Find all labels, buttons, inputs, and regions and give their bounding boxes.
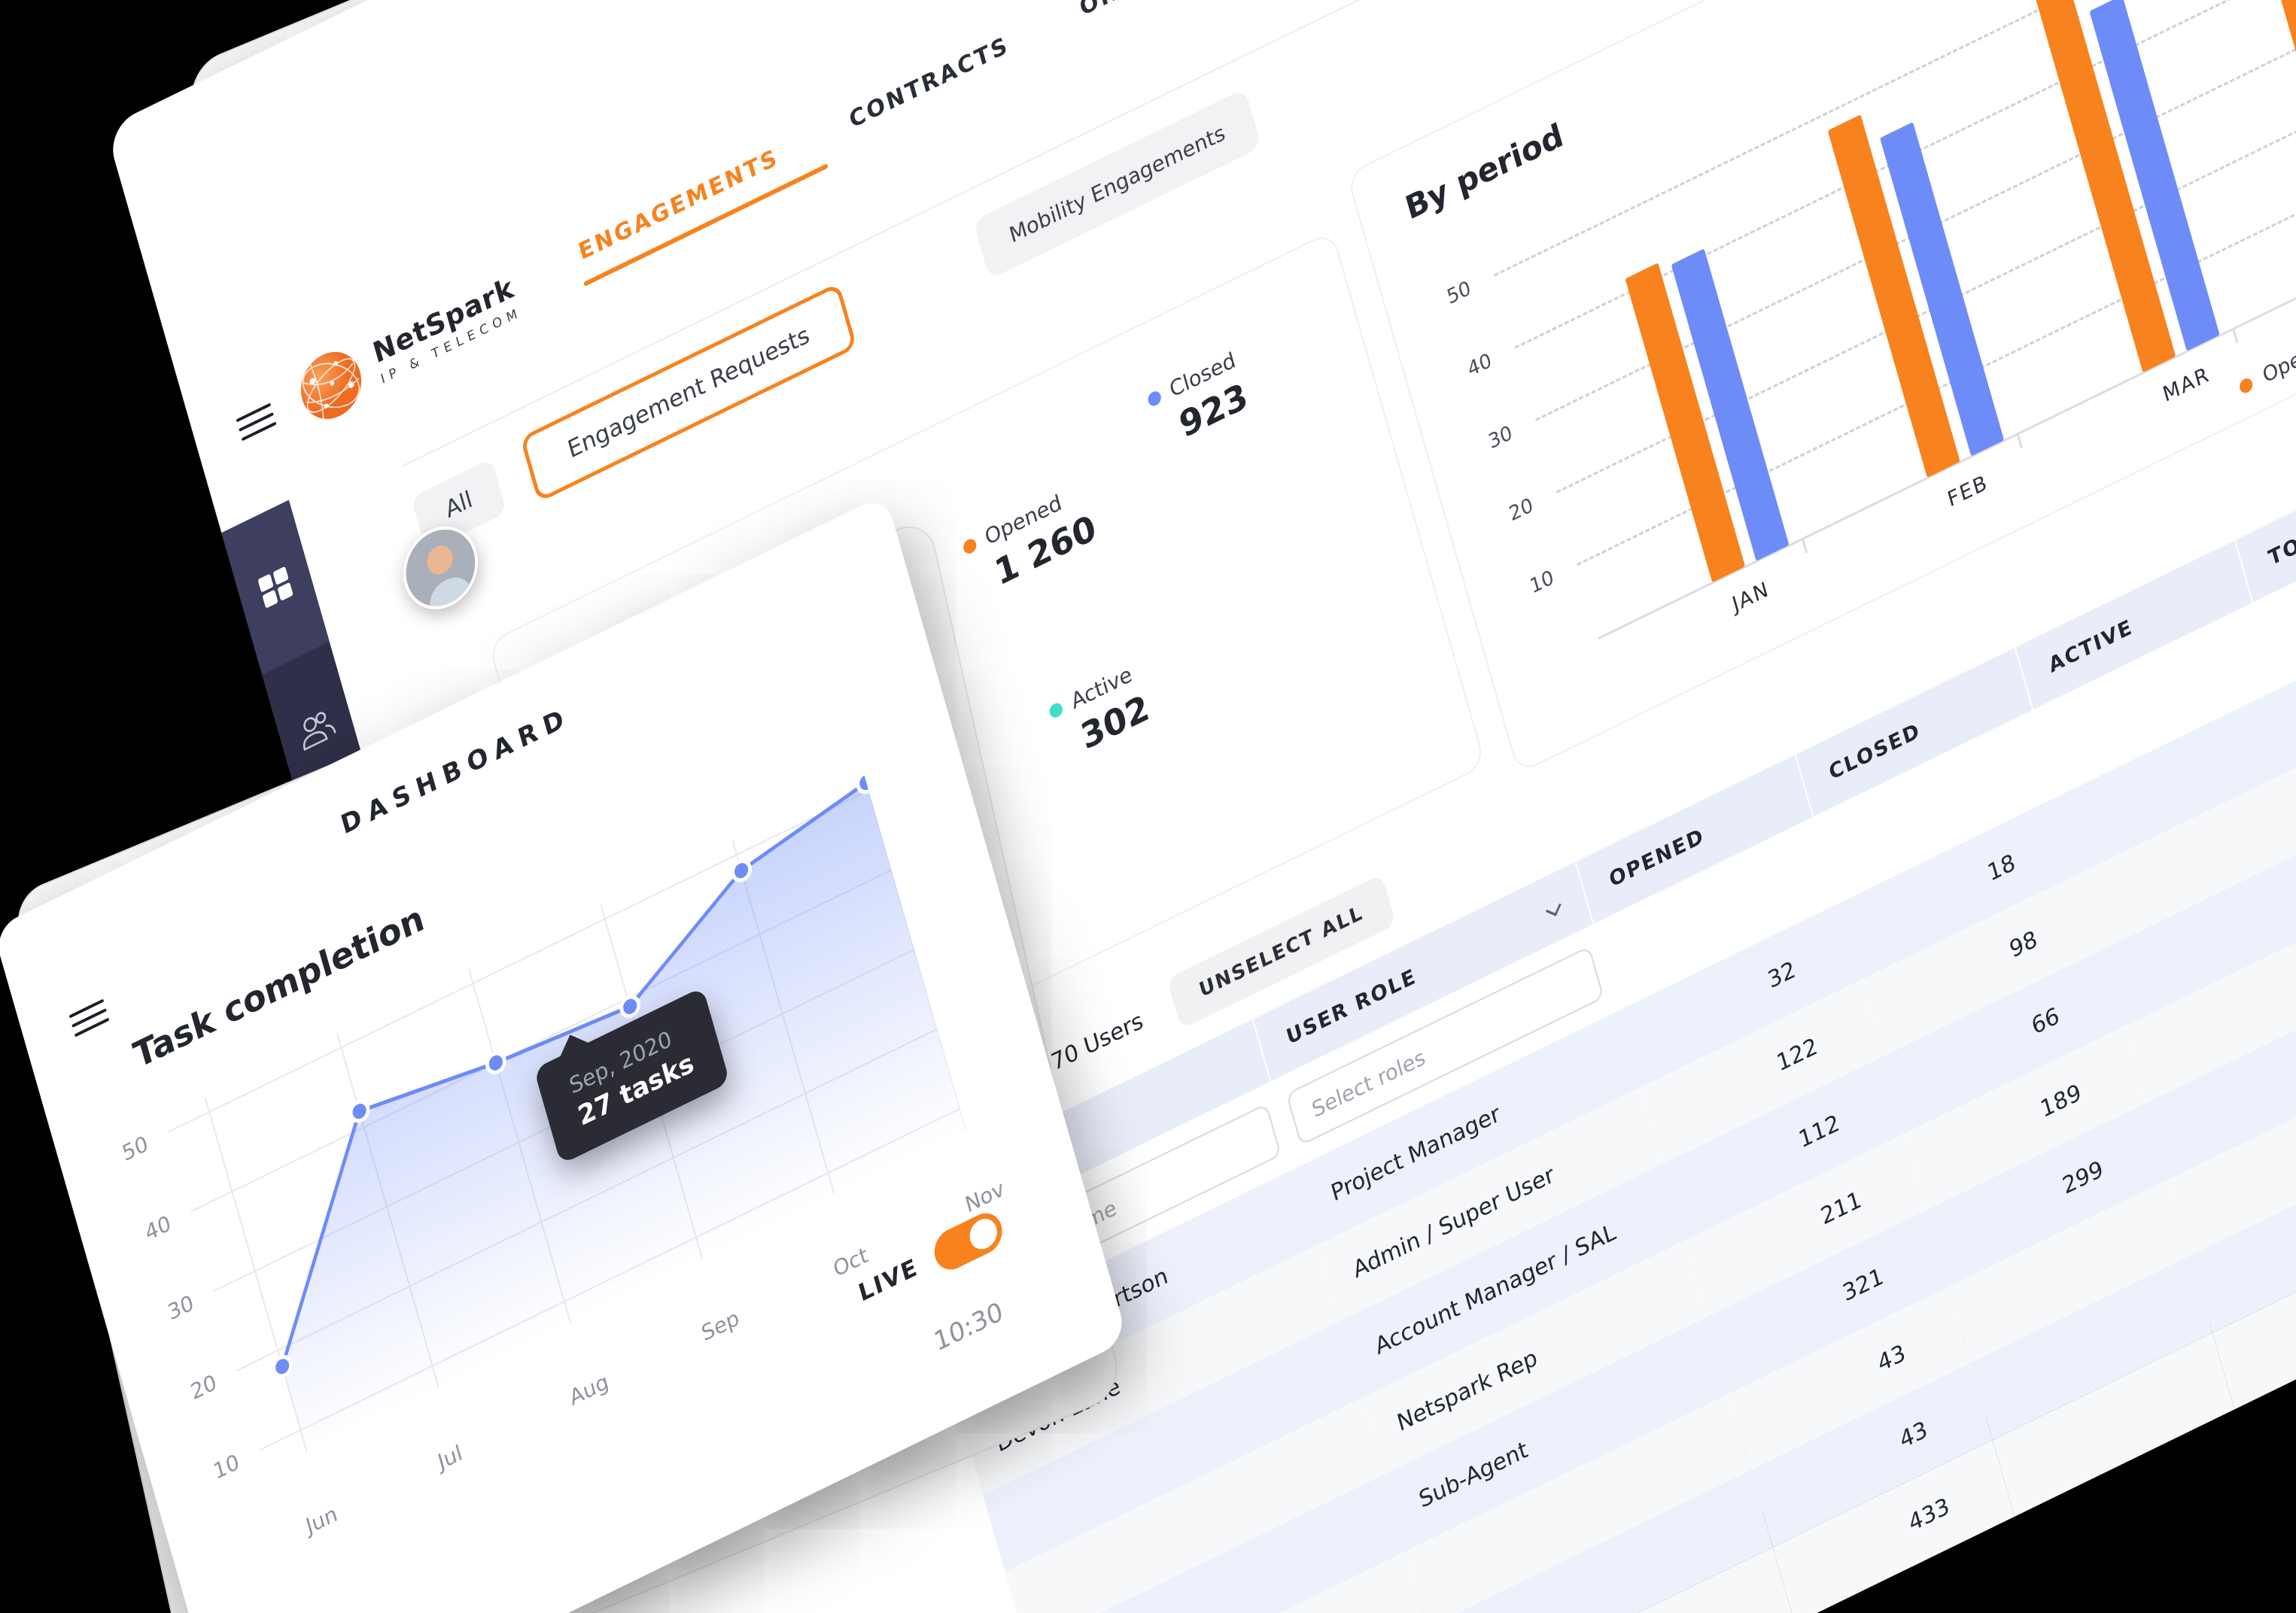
- active-dot-icon: [1048, 700, 1064, 720]
- tab-contracts[interactable]: CONTRACTS: [846, 31, 1012, 135]
- closed-dot-icon: [1146, 388, 1163, 409]
- user-avatar[interactable]: [394, 512, 488, 623]
- opened-dot-icon: [961, 536, 978, 556]
- brand-logo: NetSpark IP & TELECOM: [292, 263, 526, 432]
- engagement-requests-button[interactable]: Engagement Requests: [520, 282, 858, 503]
- toggle-knob: [966, 1214, 1001, 1255]
- main-dashboard-scene: NetSpark IP & TELECOM ENGAGEMENTS CONTRA…: [105, 0, 2296, 1613]
- mini-menu-icon[interactable]: [68, 998, 110, 1037]
- live-toggle[interactable]: [929, 1206, 1007, 1277]
- grid-icon: [258, 567, 293, 608]
- legend-opened: Opened 1 260: [960, 478, 1100, 605]
- mini-dashboard-card: DASHBOARD Task completion Jun Jul Aug Sep Oc…: [0, 494, 1128, 1613]
- chevron-down-icon: [1546, 900, 1562, 916]
- tab-orders[interactable]: ORDERS: [1077, 0, 1192, 22]
- legend-closed: Closed 923: [1145, 347, 1252, 457]
- tab-engagements[interactable]: ENGAGEMENTS: [576, 144, 787, 284]
- mobility-engagements-select[interactable]: Mobility Engagements: [972, 87, 1262, 280]
- users-icon: [303, 712, 336, 752]
- legend-active: Active 302: [1046, 658, 1154, 768]
- globe-icon: [300, 351, 361, 419]
- sidebar-item-dashboard[interactable]: [221, 500, 330, 675]
- sidebar-item-users[interactable]: [262, 642, 369, 816]
- mini-dashboard-scene: DASHBOARD Task completion Jun Jul Aug Sep Oc…: [0, 494, 1128, 1613]
- menu-icon[interactable]: [236, 402, 277, 441]
- main-dashboard-card: NetSpark IP & TELECOM ENGAGEMENTS CONTRA…: [105, 0, 2296, 1613]
- time-label: 10:30: [930, 1296, 1007, 1358]
- main-header: NetSpark IP & TELECOM ENGAGEMENTS CONTRA…: [230, 0, 2261, 463]
